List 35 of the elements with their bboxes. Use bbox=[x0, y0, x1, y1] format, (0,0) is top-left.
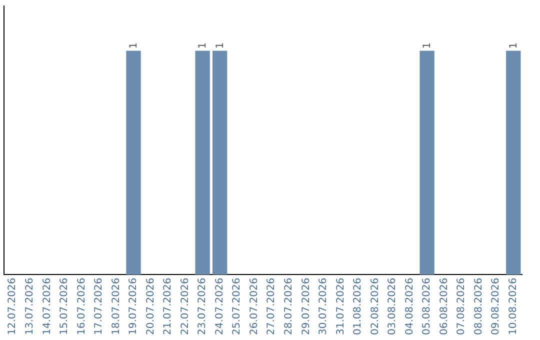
x-tick-label: 13.07.2026 bbox=[24, 278, 36, 336]
x-tick-label: 12.07.2026 bbox=[7, 278, 18, 336]
x-tick-label: 30.07.2026 bbox=[318, 278, 330, 336]
x-tick-label: 31.07.2026 bbox=[335, 278, 346, 336]
data-label: 1 bbox=[214, 42, 226, 49]
data-label: 1 bbox=[422, 42, 434, 49]
x-tick-label: 09.08.2026 bbox=[490, 278, 502, 336]
x-tick-label: 07.08.2026 bbox=[456, 278, 468, 336]
x-tick-label: 20.07.2026 bbox=[145, 278, 156, 336]
x-tick-label: 21.07.2026 bbox=[162, 278, 174, 336]
x-tick-label: 23.07.2026 bbox=[197, 278, 208, 336]
x-tick-label: 25.07.2026 bbox=[232, 278, 243, 336]
data-label: 1 bbox=[508, 42, 520, 49]
x-tick-label: 15.07.2026 bbox=[59, 278, 70, 336]
x-tick-label: 04.08.2026 bbox=[404, 278, 416, 336]
data-label: 1 bbox=[198, 42, 209, 49]
x-tick-label: 22.07.2026 bbox=[180, 278, 191, 336]
data-label: 1 bbox=[128, 42, 140, 49]
x-tick-label: 08.08.2026 bbox=[473, 278, 484, 336]
x-tick-label: 14.07.2026 bbox=[42, 278, 53, 336]
x-tick-label: 18.07.2026 bbox=[110, 278, 122, 336]
x-tick-label: 16.07.2026 bbox=[76, 278, 88, 336]
x-tick-label: 17.07.2026 bbox=[94, 278, 105, 336]
x-tick-label: 26.07.2026 bbox=[248, 278, 260, 336]
x-tick-label: 19.07.2026 bbox=[128, 278, 140, 336]
x-tick-label: 24.07.2026 bbox=[214, 278, 226, 336]
x-tick-label: 10.08.2026 bbox=[508, 278, 519, 336]
x-tick-label: 28.07.2026 bbox=[283, 278, 294, 336]
x-tick-label: 02.08.2026 bbox=[370, 278, 381, 336]
x-tick-label: 06.08.2026 bbox=[438, 278, 450, 336]
x-tick-label: 01.08.2026 bbox=[352, 278, 364, 336]
x-tick-label: 29.07.2026 bbox=[300, 278, 312, 336]
x-tick-label: 03.08.2026 bbox=[387, 278, 398, 336]
x-tick-label: 05.08.2026 bbox=[422, 278, 433, 336]
x-tick-label: 27.07.2026 bbox=[266, 278, 278, 336]
